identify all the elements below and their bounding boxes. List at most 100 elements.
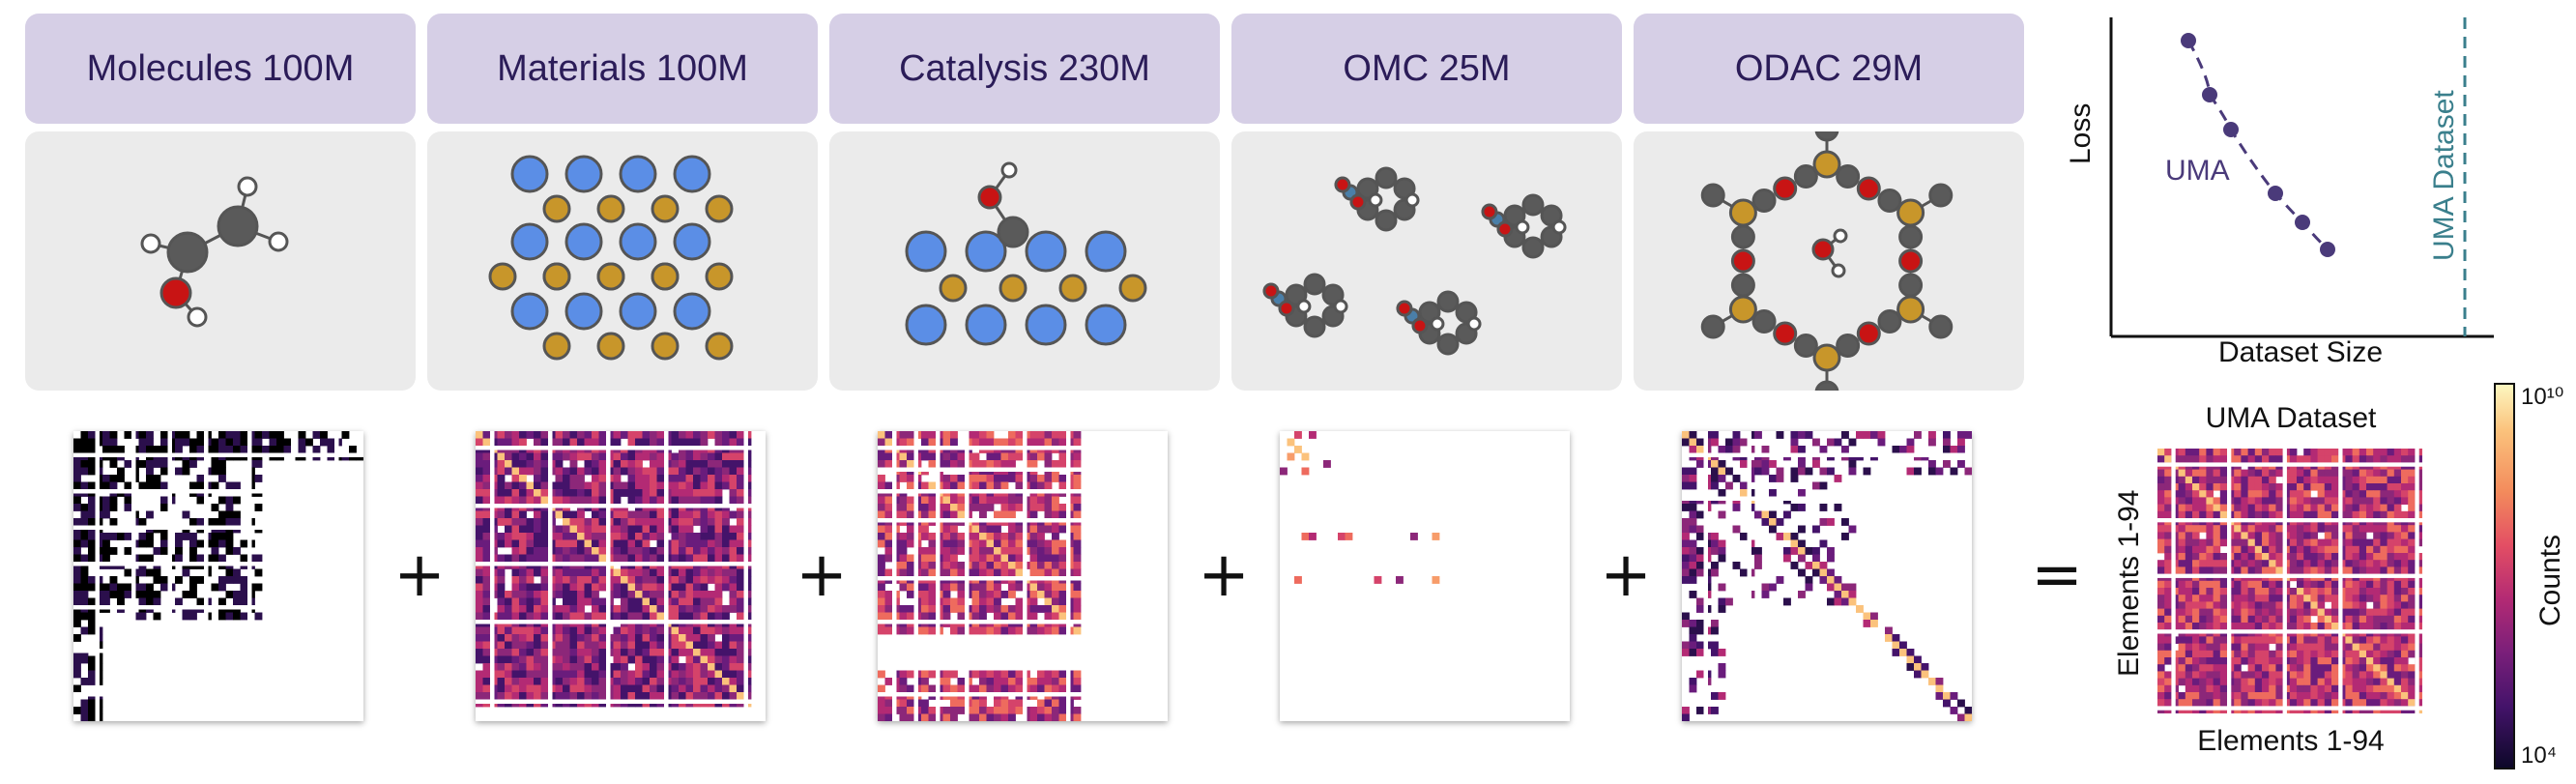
heatmap-cell xyxy=(2213,476,2221,484)
heatmap-cell xyxy=(1044,431,1053,439)
heatmap-cell xyxy=(2164,650,2172,658)
heatmap-cell xyxy=(2241,510,2248,519)
heatmap-cell xyxy=(2352,490,2360,498)
heatmap-cell xyxy=(2247,476,2256,484)
heatmap-cell xyxy=(555,547,564,555)
heatmap-cell xyxy=(606,431,611,721)
heatmap-cell xyxy=(642,583,651,592)
heatmap-cell xyxy=(2317,636,2326,644)
heatmap-cell xyxy=(642,663,651,671)
heatmap-cell xyxy=(534,612,541,621)
heatmap-cell xyxy=(656,649,665,656)
heatmap-cell xyxy=(2234,490,2242,498)
heatmap-cell xyxy=(656,663,665,671)
heatmap-cell xyxy=(2387,657,2395,665)
heatmap-cell xyxy=(2269,580,2276,589)
heatmap-cell xyxy=(2408,643,2416,652)
heatmap-cell xyxy=(584,496,593,505)
heatmap-cell xyxy=(2401,608,2409,617)
heatmap-cell xyxy=(708,684,715,693)
framework-atom xyxy=(1793,334,1818,358)
heatmap-cell xyxy=(95,431,100,721)
heatmap-cell xyxy=(878,554,885,563)
heatmap-cell xyxy=(2393,699,2402,707)
heatmap-cell xyxy=(635,525,643,534)
heatmap-cell xyxy=(2352,580,2360,589)
heatmap-cell xyxy=(1037,554,1045,563)
metal-atom xyxy=(619,155,657,193)
heatmap-cell xyxy=(2408,455,2416,463)
heatmap-cell xyxy=(218,431,226,439)
heatmap-cell xyxy=(2192,525,2200,533)
heatmap-cell xyxy=(971,562,980,569)
heatmap-cell xyxy=(519,655,527,664)
heatmap-cell xyxy=(2303,553,2311,561)
heatmap-cell xyxy=(1892,446,1900,453)
dataset-label-text: Materials 100M xyxy=(497,47,748,89)
heatmap-cell xyxy=(1029,496,1038,505)
heatmap-cell xyxy=(928,605,937,613)
heatmap-cell xyxy=(2199,615,2207,624)
heatmap-cell xyxy=(878,699,885,708)
heatmap-cell xyxy=(1432,576,1440,584)
heatmap-cell xyxy=(254,431,263,439)
heatmap-cell xyxy=(642,678,651,685)
heatmap-cell xyxy=(1682,576,1690,584)
heatmap-cell xyxy=(722,649,730,656)
heatmap-cell xyxy=(656,460,665,468)
heatmap-cell xyxy=(2269,664,2276,672)
heatmap-cell xyxy=(729,547,738,555)
heatmap-cell xyxy=(2393,510,2402,519)
heatmap-cell xyxy=(109,438,118,447)
heatmap-cell xyxy=(907,475,914,482)
heatmap-cell xyxy=(613,547,622,555)
heatmap-cell xyxy=(2254,497,2263,505)
heatmap-cell xyxy=(2192,699,2200,707)
heatmap-cell xyxy=(476,460,483,468)
heatmap-cell xyxy=(642,518,651,526)
heatmap-cell xyxy=(1740,438,1748,447)
heatmap-cell xyxy=(204,431,209,721)
heatmap-cell xyxy=(482,641,491,650)
heatmap-cell xyxy=(942,504,951,511)
heatmap-cell xyxy=(276,446,284,453)
heatmap-cell xyxy=(1029,431,1038,439)
heatmap-cell xyxy=(2206,692,2214,700)
heatmap-cell xyxy=(957,481,966,490)
heatmap-cell xyxy=(942,605,951,613)
heatmap-cell xyxy=(650,452,657,461)
heatmap-cell xyxy=(476,481,483,490)
heatmap-cell xyxy=(592,539,599,548)
heatmap-cell xyxy=(109,547,118,555)
heatmap-cell xyxy=(2247,566,2256,574)
heatmap-cell xyxy=(519,612,527,621)
heatmap-cell xyxy=(971,547,980,555)
heatmap-cell xyxy=(1928,678,1936,685)
heatmap-cell xyxy=(2219,671,2228,679)
heatmap-cell xyxy=(656,641,665,650)
heatmap-cell xyxy=(138,612,147,621)
heatmap-cell xyxy=(146,533,154,540)
heatmap-cell xyxy=(254,504,263,511)
heatmap-cell xyxy=(519,475,527,482)
heatmap-cell xyxy=(737,591,744,598)
heatmap-cell xyxy=(693,678,701,685)
heatmap-cell xyxy=(2310,545,2318,554)
heatmap-cell xyxy=(737,518,744,526)
heatmap-cell xyxy=(1052,678,1059,685)
heatmap-cell xyxy=(722,626,730,635)
heatmap-cell xyxy=(511,663,520,671)
heatmap-cell xyxy=(1711,533,1719,540)
heatmap-cell xyxy=(511,684,520,693)
heatmap-cell xyxy=(1029,583,1038,592)
heatmap-cell xyxy=(2331,580,2339,589)
heatmap-cell xyxy=(714,568,723,577)
heatmap-cell xyxy=(519,452,527,461)
heatmap-cell xyxy=(635,692,643,700)
heatmap-cell xyxy=(1943,438,1951,447)
heatmap-cell xyxy=(1029,481,1038,490)
heatmap-cell xyxy=(563,525,570,534)
heatmap-cell xyxy=(714,496,723,505)
heatmap-cell xyxy=(88,467,96,476)
heatmap-cell xyxy=(1029,707,1038,714)
